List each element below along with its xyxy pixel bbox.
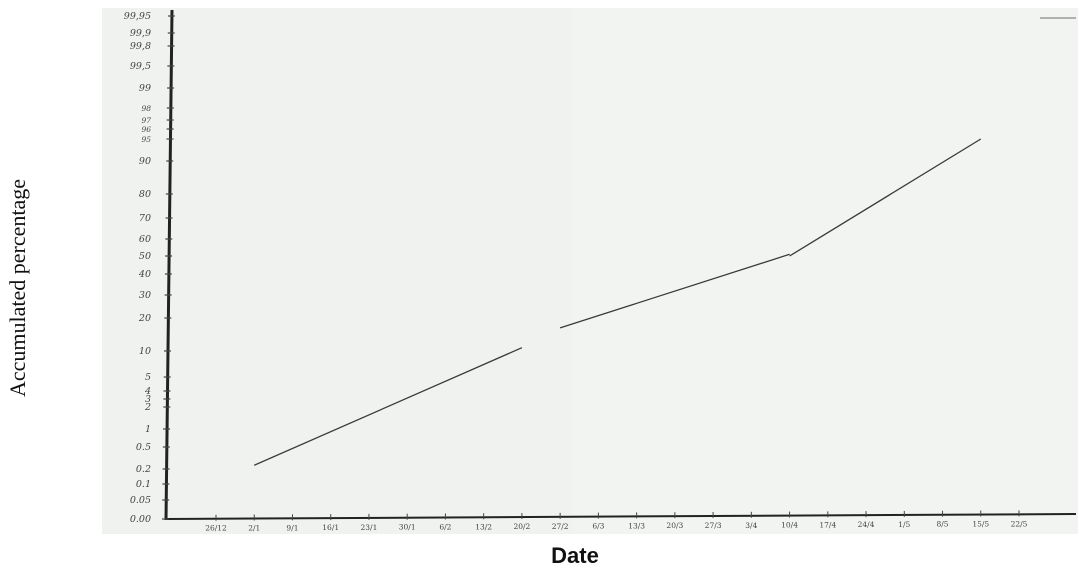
x-tick-label: 2/1 — [248, 524, 260, 533]
y-tick-label: 30 — [139, 290, 151, 301]
y-tick-label: 60 — [139, 234, 151, 245]
y-tick-label: 0.00 — [130, 514, 151, 525]
x-tick-label: 23/1 — [361, 523, 378, 532]
x-tick-label: 9/1 — [286, 523, 298, 532]
y-tick-label: 98 — [141, 104, 151, 113]
y-tick-label: 96 — [141, 125, 151, 134]
y-tick-label: 0.1 — [136, 479, 151, 490]
x-tick-label: 15/5 — [972, 520, 989, 529]
x-axis-label: Date — [551, 543, 599, 568]
y-axis-line — [164, 9, 174, 521]
y-tick-label: 40 — [138, 269, 151, 280]
y-tick-label: 3 — [145, 394, 151, 405]
x-axis-line — [165, 513, 1077, 520]
series-line-3 — [789, 138, 982, 257]
x-tick-label: 8/5 — [936, 520, 948, 529]
y-tick-label: 90 — [139, 156, 151, 167]
y-tick-label: 20 — [138, 313, 151, 324]
y-tick-label: 70 — [139, 213, 151, 224]
x-tick-label: 27/2 — [552, 522, 569, 531]
x-tick-label: 3/4 — [745, 521, 757, 530]
y-tick-label: 0.5 — [136, 442, 151, 453]
x-tick-label: 26/12 — [205, 524, 227, 533]
y-tick-label: 2 — [144, 402, 151, 413]
x-tick-label: 20/3 — [666, 521, 683, 530]
x-tick-label: 30/1 — [399, 523, 416, 532]
x-ticks: 26/12 2/1 9/1 16/1 23/1 30/1 6/2 13/2 20/2 27/2 6/… — [205, 510, 1028, 533]
y-tick-label: 99,9 — [130, 28, 151, 39]
x-tick-label: 6/2 — [439, 522, 451, 531]
y-tick-label: 99,95 — [124, 11, 151, 22]
y-tick-label: 5 — [145, 372, 151, 383]
paper-shade-left — [102, 8, 572, 534]
y-ticks: 0.00 0.05 0.1 0.2 0.5 1 234 5 10 20 30 40 50 60 70 80 90… — [124, 11, 175, 525]
series-lines — [253, 138, 982, 466]
y-tick-label: 0.05 — [130, 495, 151, 506]
x-tick-label: 13/3 — [628, 521, 645, 530]
y-tick-label: 95 — [141, 135, 151, 144]
x-tick-label: 17/4 — [819, 520, 836, 529]
y-tick-label: 99,5 — [130, 61, 151, 72]
y-tick-label: 99,8 — [130, 41, 151, 52]
x-tick-label: 22/5 — [1011, 519, 1028, 528]
y-tick-label: 0.2 — [136, 464, 151, 475]
x-tick-label: 10/4 — [781, 521, 798, 530]
y-tick-label: 50 — [139, 251, 151, 262]
x-tick-label: 24/4 — [858, 520, 875, 529]
x-tick-label: 6/3 — [592, 522, 604, 531]
x-tick-label: 16/1 — [322, 523, 339, 532]
y-tick-label: 80 — [139, 189, 151, 200]
y-tick-label: 1 — [145, 424, 151, 435]
series-line-2 — [559, 253, 790, 329]
y-tick-label: 99 — [139, 83, 151, 94]
x-tick-label: 20/2 — [513, 522, 530, 531]
x-tick-label: 13/2 — [475, 522, 492, 531]
y-tick-label: 10 — [139, 346, 151, 357]
series-line-1 — [253, 347, 523, 466]
x-tick-label: 1/5 — [898, 520, 910, 529]
x-tick-label: 27/3 — [705, 521, 722, 530]
y-tick-label: 97 — [141, 116, 151, 125]
y-tick-label: 4 — [144, 386, 151, 397]
